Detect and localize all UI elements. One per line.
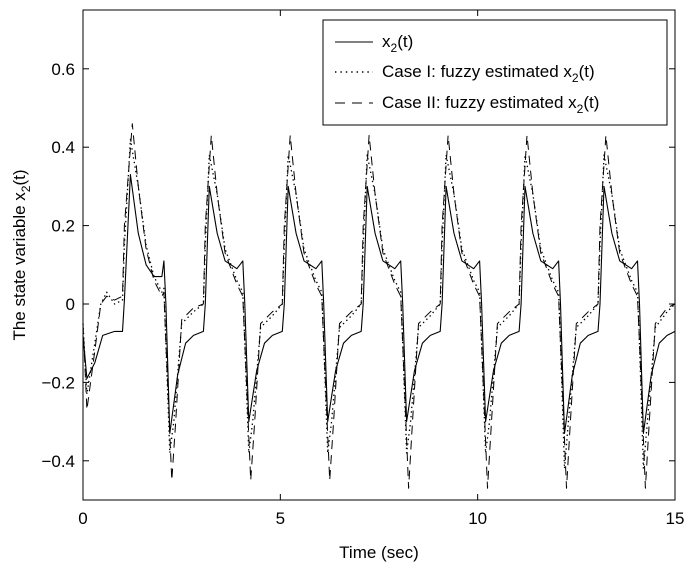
x-axis-label: Time (sec) [339, 543, 419, 562]
series-line-dotted [82, 138, 676, 470]
y-axis-label-suffix: (t) [10, 169, 29, 185]
axis-ticks: 0 5 10 15 −0.4 −0.2 0 0.2 0.4 0.6 [41, 10, 684, 528]
y-tick-label: −0.2 [41, 373, 75, 392]
legend-entry-x2: x2(t) [382, 32, 413, 55]
y-tick-label: −0.4 [41, 452, 75, 471]
x-tick-label: 5 [276, 509, 285, 528]
y-axis-label: The state variable x2(t) [10, 169, 33, 340]
legend-entry-case-ii: Case II: fuzzy estimated x2(t) [382, 93, 599, 116]
x-tick-label: 15 [666, 509, 685, 528]
y-tick-label: 0.6 [51, 60, 75, 79]
series-layer [82, 123, 676, 489]
series-line-dashed [82, 123, 676, 489]
y-tick-label: 0.4 [51, 138, 75, 157]
y-axis-label-sub: 2 [19, 185, 33, 192]
x-tick-label: 0 [78, 509, 87, 528]
y-tick-label: 0 [66, 295, 75, 314]
legend-entry-case-i: Case I: fuzzy estimated x2(t) [382, 62, 595, 85]
x-tick-label: 10 [468, 509, 487, 528]
y-tick-label: 0.2 [51, 217, 75, 236]
y-axis-label-main: The state variable x [10, 192, 29, 341]
legend-box [322, 19, 668, 126]
legend: x2(t) Case I: fuzzy estimated x2(t) Case… [322, 19, 668, 126]
